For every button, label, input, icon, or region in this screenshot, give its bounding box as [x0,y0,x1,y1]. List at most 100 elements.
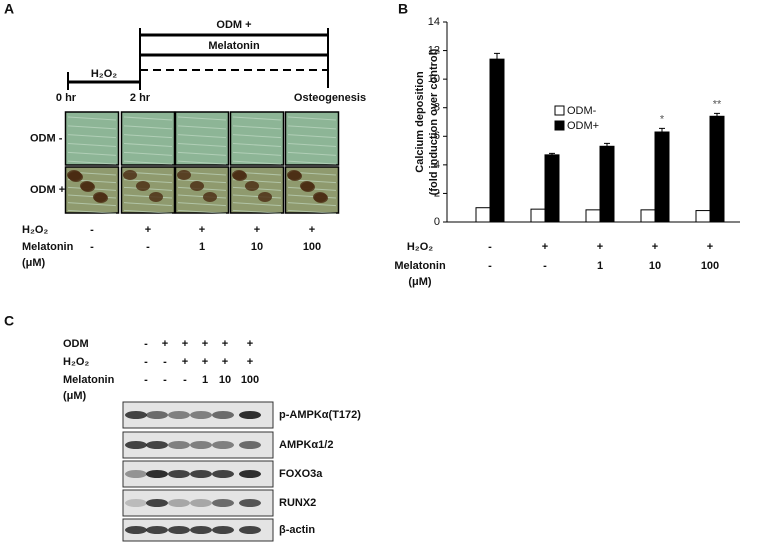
texture [123,134,173,139]
condition-value: + [222,338,228,350]
blot-label: RUNX2 [279,497,316,509]
band [168,441,190,449]
condition-value: + [254,224,260,236]
legend-swatch [554,120,565,131]
panel-letter: C [4,313,14,329]
texture [232,134,282,139]
band [239,526,261,534]
micrograph [174,111,230,166]
texture [287,160,337,165]
condition-value: + [707,241,713,253]
mineral-deposit [94,193,108,203]
texture [67,116,117,121]
condition-value: - [488,260,492,272]
micrograph [64,111,120,166]
texture [123,209,173,214]
error-bar [494,52,500,60]
condition-value: + [597,241,603,253]
mineral-deposit [69,172,83,182]
bar [530,208,546,223]
texture [123,151,173,156]
mineral-deposit [314,193,328,203]
legend-label: ODM+ [567,120,599,132]
condition-label: ODM [63,338,89,350]
texture [67,202,117,207]
texture [177,194,227,199]
mineral-deposit [203,192,217,202]
texture [232,202,282,207]
band [212,526,234,534]
blot-label: AMPKα1/2 [279,439,333,451]
band [168,470,190,478]
row-label: ODM - [30,132,63,144]
condition-label: H₂O₂ [22,224,48,236]
micrograph [120,111,176,166]
condition-value: + [247,338,253,350]
band [168,499,190,507]
band [212,411,234,419]
condition-value: 10 [251,241,263,253]
mineral-deposit [258,192,272,202]
texture [287,116,337,121]
texture [123,160,173,165]
band [146,499,168,507]
band [125,526,147,534]
mineral-deposit [123,170,137,180]
band [125,441,147,449]
texture [287,194,337,199]
texture [177,209,227,214]
condition-value: + [182,338,188,350]
band [125,470,147,478]
condition-value: 1 [199,241,205,253]
condition-value: + [652,241,658,253]
condition-value: + [182,356,188,368]
band [239,441,261,449]
mineral-deposit [177,170,191,180]
timeline-label: 0 hr [56,92,77,104]
timeline [67,28,329,90]
bar [709,115,725,223]
texture [177,202,227,207]
significance: * [660,113,665,125]
condition-value: 10 [649,260,661,272]
texture [177,143,227,147]
band [125,499,147,507]
texture [67,125,117,130]
condition-value: - [163,356,167,368]
condition-value: + [309,224,315,236]
band [190,526,212,534]
condition-value: - [144,374,148,386]
band [239,499,261,507]
band [212,470,234,478]
texture [177,179,227,184]
band [146,411,168,419]
texture [67,151,117,156]
texture [287,202,337,207]
row-label: ODM + [30,184,65,196]
condition-value: - [90,241,94,253]
texture [287,209,337,214]
bar [475,207,491,223]
texture [123,202,173,207]
condition-value: - [90,224,94,236]
significance: ** [713,98,722,110]
condition-value: - [144,338,148,350]
mineral-deposit [81,182,95,192]
mineral-deposit [288,171,302,181]
condition-value: - [488,241,492,253]
y-tick-label: 12 [428,44,440,56]
band [239,411,261,419]
mineral-deposit [190,181,204,191]
bar [654,131,670,223]
error-bar [604,142,610,147]
texture [67,143,117,147]
texture [232,125,282,130]
band [212,499,234,507]
band [125,411,147,419]
texture [287,143,337,147]
texture [123,143,173,147]
blot-label: p-AMPKα(T172) [279,409,361,421]
legend-label: ODM- [567,105,597,117]
texture [232,209,282,214]
